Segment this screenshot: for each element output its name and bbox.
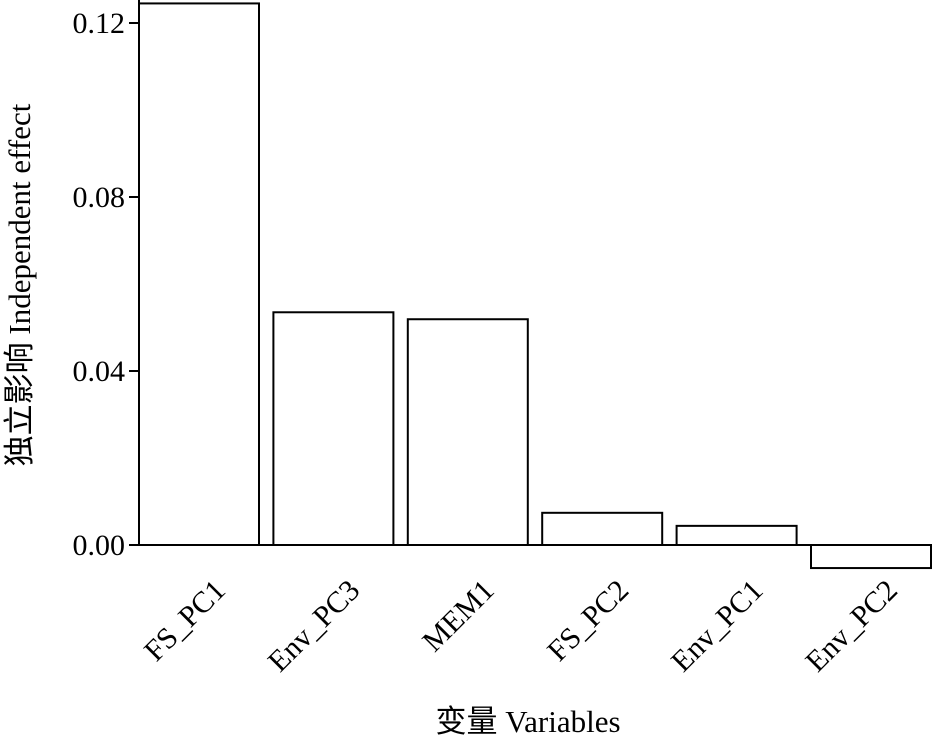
x-tick-label: MEM1 bbox=[416, 574, 501, 659]
y-tick-label: 0.12 bbox=[73, 7, 126, 40]
bar-env-pc2 bbox=[810, 544, 932, 570]
bar-fs-pc2 bbox=[541, 511, 664, 546]
bar-fs-pc1 bbox=[138, 2, 260, 547]
x-tick-label: Env_PC1 bbox=[665, 574, 770, 679]
x-tick-label: Env_PC3 bbox=[262, 574, 367, 679]
y-tick-label: 0.08 bbox=[73, 181, 126, 214]
x-tick-label: FS_PC1 bbox=[138, 574, 232, 668]
bar-mem1 bbox=[406, 318, 529, 546]
x-axis-title: 变量 Variables bbox=[435, 704, 620, 739]
x-axis-category-labels: FS_PC1 Env_PC3 MEM1 FS_PC2 Env_PC1 Env_PC2 bbox=[138, 574, 904, 679]
y-axis-title: 独立影响 Independent effect bbox=[2, 103, 37, 466]
bar-env-pc3 bbox=[272, 311, 395, 546]
bar-env-pc1 bbox=[675, 524, 798, 546]
y-tick-label: 0.04 bbox=[73, 355, 126, 388]
y-tick-label: 0.00 bbox=[73, 529, 126, 562]
bars-group bbox=[138, 2, 932, 570]
x-tick-label: Env_PC2 bbox=[799, 574, 904, 679]
y-axis: 0.00 0.04 0.08 0.12 bbox=[73, 0, 932, 562]
x-tick-label: FS_PC2 bbox=[541, 574, 635, 668]
